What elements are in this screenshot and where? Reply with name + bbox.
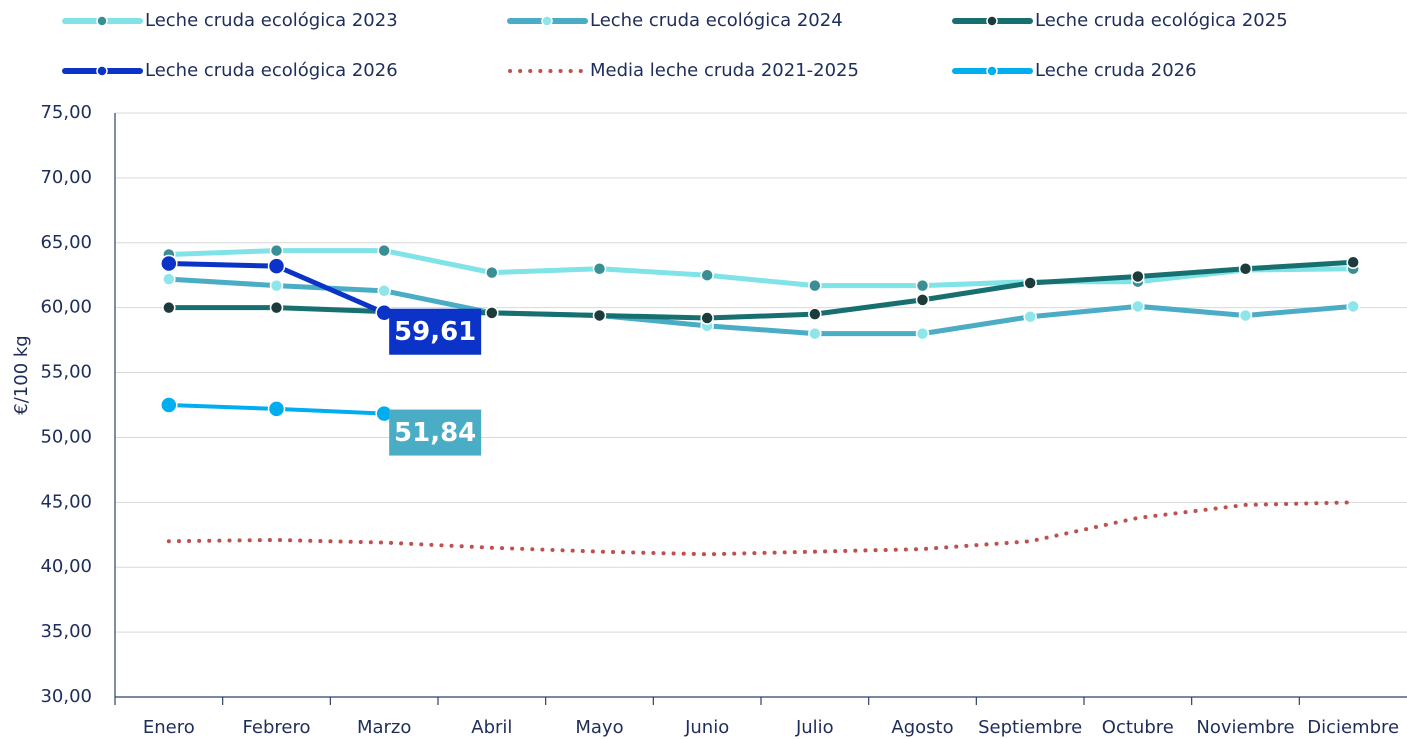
y-tick-label: 35,00: [40, 621, 92, 642]
legend-label: Leche cruda 2026: [1035, 60, 1197, 81]
x-tick-label: Abril: [471, 717, 512, 738]
y-tick-label: 75,00: [40, 102, 92, 123]
data-point: [592, 308, 607, 323]
data-point: [267, 400, 286, 418]
y-tick-label: 50,00: [40, 426, 92, 447]
legend-label: Leche cruda ecológica 2023: [145, 10, 398, 31]
data-point: [1346, 299, 1360, 314]
data-point: [269, 278, 284, 293]
data-point: [267, 257, 286, 275]
y-axis-label: €/100 kg: [11, 335, 32, 414]
x-tick-label: Agosto: [891, 717, 953, 738]
data-point: [1238, 308, 1253, 323]
data-point: [1131, 299, 1145, 314]
data-point: [700, 311, 714, 325]
y-tick-label: 70,00: [40, 167, 92, 188]
y-tick-label: 55,00: [40, 362, 92, 383]
x-tick-label: Octubre: [1102, 717, 1174, 738]
value-label-box: [389, 409, 482, 456]
data-point: [1023, 310, 1037, 324]
data-point: [808, 278, 822, 293]
data-point: [1238, 261, 1253, 276]
data-point: [377, 243, 391, 258]
value-label-box: [389, 308, 482, 355]
value-label: 51,84: [394, 418, 476, 448]
data-point: [160, 254, 178, 273]
x-tick-label: Febrero: [243, 717, 311, 738]
data-point: [700, 268, 714, 282]
y-tick-label: 30,00: [40, 686, 92, 707]
x-tick-label: Enero: [143, 717, 195, 738]
x-tick-label: Mayo: [575, 717, 623, 738]
x-tick-label: Septiembre: [978, 717, 1082, 738]
series-line: [166, 248, 1356, 289]
data-point: [485, 306, 499, 320]
data-point: [1131, 269, 1145, 284]
legend-label: Media leche cruda 2021-2025: [590, 60, 859, 81]
legend-marker: [986, 65, 998, 77]
x-tick-label: Junio: [684, 717, 729, 738]
data-point: [915, 326, 930, 341]
x-tick-label: Noviembre: [1196, 717, 1294, 738]
x-tick-label: Julio: [795, 717, 834, 738]
legend-label: Leche cruda ecológica 2026: [145, 60, 398, 81]
series-line: [166, 500, 1356, 557]
data-point: [808, 326, 822, 341]
legend-marker: [986, 15, 998, 27]
data-point: [1346, 255, 1360, 269]
y-tick-label: 45,00: [40, 491, 92, 512]
legend-marker: [96, 65, 108, 77]
x-tick-label: Marzo: [357, 717, 411, 738]
data-point: [269, 300, 284, 315]
data-point: [269, 243, 284, 258]
y-tick-label: 40,00: [40, 556, 92, 577]
data-point: [808, 307, 822, 321]
data-point: [915, 293, 930, 307]
data-point: [485, 265, 499, 280]
legend-marker: [541, 15, 553, 27]
data-point: [377, 284, 391, 298]
legend-label: Leche cruda ecológica 2025: [1035, 10, 1288, 31]
data-point: [915, 278, 930, 293]
legend-marker: [96, 15, 108, 27]
value-label: 59,61: [394, 317, 476, 347]
legend-label: Leche cruda ecológica 2024: [590, 10, 843, 31]
series-line: [166, 276, 1356, 337]
y-tick-label: 60,00: [40, 297, 92, 318]
x-tick-label: Diciembre: [1307, 717, 1399, 738]
data-point: [160, 396, 178, 414]
series-line: [166, 259, 1356, 321]
data-point: [592, 261, 607, 276]
y-tick-label: 65,00: [40, 232, 92, 253]
data-point: [162, 272, 176, 286]
data-point: [162, 300, 176, 315]
data-point: [1023, 276, 1037, 290]
